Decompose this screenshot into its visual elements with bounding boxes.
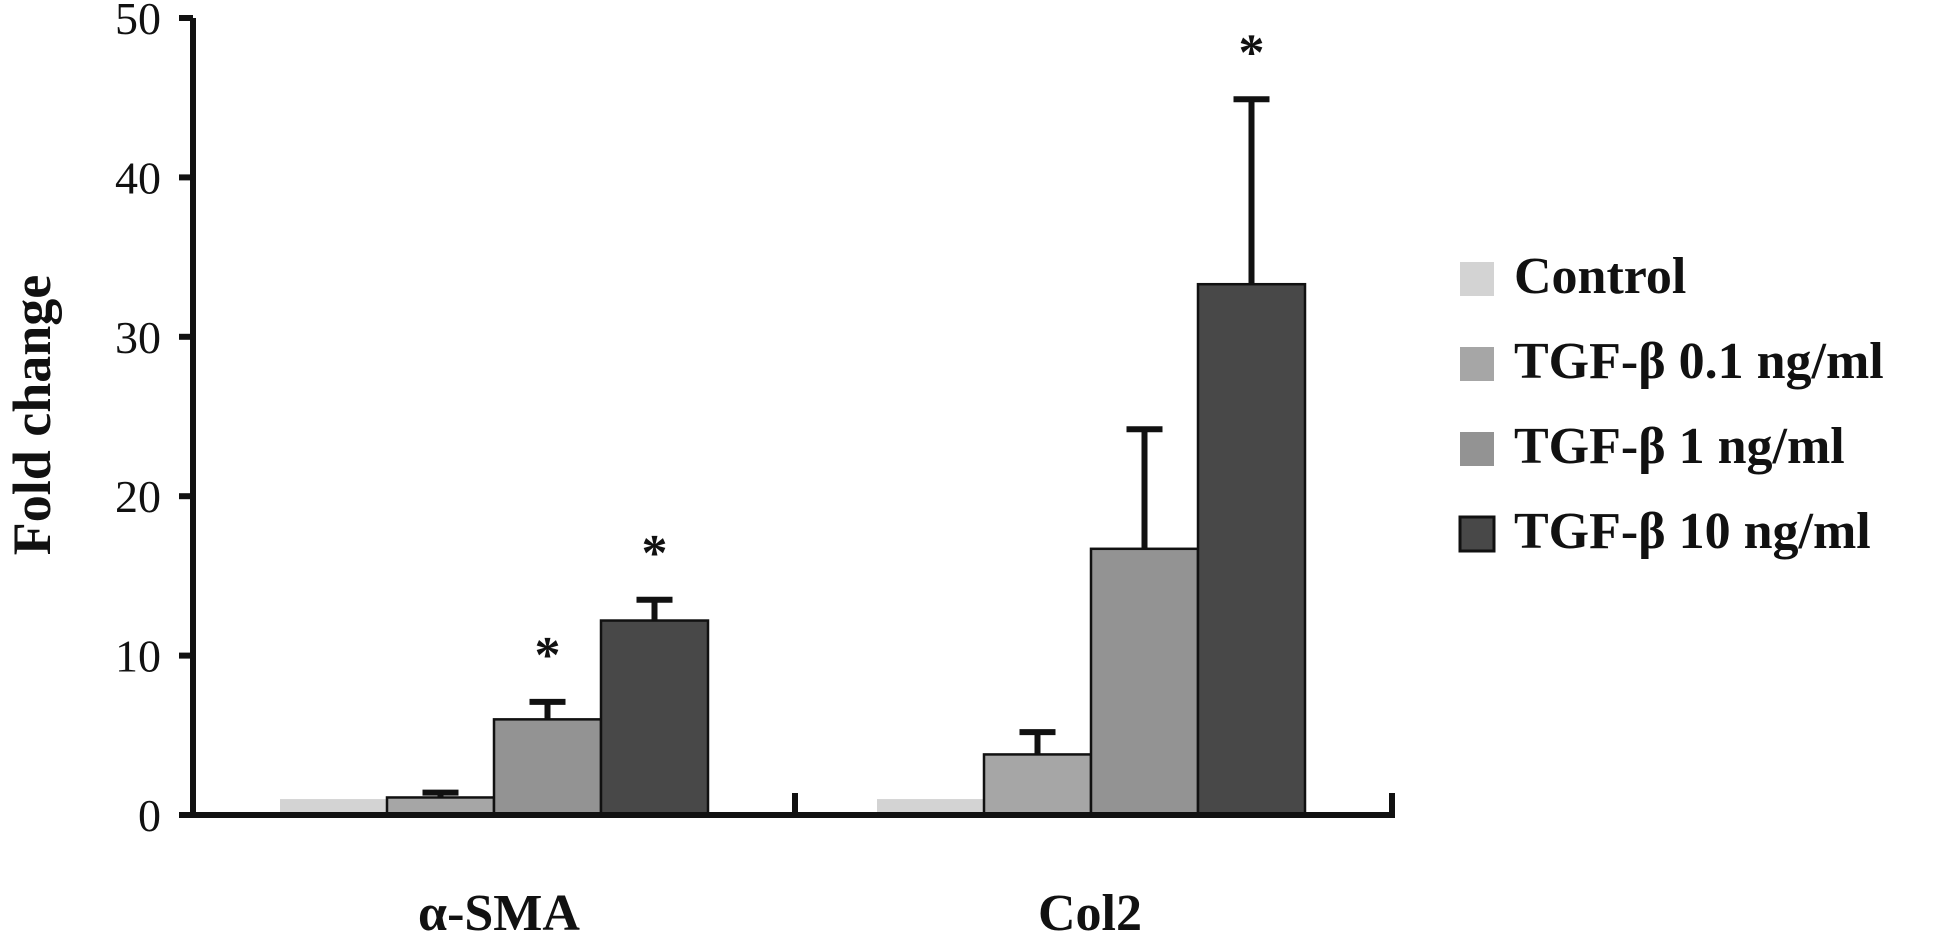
category-labels: α-SMA Col2 [418,885,1142,936]
y-axis-label: Fold change [2,275,62,556]
y-tick-label: 40 [115,152,161,203]
legend-label: Control [1514,248,1686,305]
bar [492,718,603,817]
y-tick-label: 10 [115,631,161,682]
y-tick-label: 30 [115,312,161,363]
error-bars-layer [422,96,1270,798]
y-tick-label: 20 [115,471,161,522]
x-category-label: Col2 [1038,885,1142,936]
y-tick-label: 0 [138,790,161,841]
legend-swatch [1460,262,1494,296]
significance-marker: * [642,525,668,582]
significance-marker: * [535,627,561,684]
bar [1089,547,1200,817]
bar [982,753,1093,817]
y-ticks: 0 10 20 30 40 50 [115,0,193,841]
bars-layer [280,282,1307,817]
legend-label: TGF-β 1 ng/ml [1514,418,1845,475]
legend-label: TGF-β 10 ng/ml [1514,503,1871,560]
x-category-label: α-SMA [418,885,580,936]
legend-swatch [1458,515,1496,553]
bar [280,799,387,815]
significance-marker: * [1239,24,1265,81]
legend-swatch [1460,432,1494,466]
y-tick-label: 50 [115,0,161,44]
bar [599,619,710,817]
legend-label: TGF-β 0.1 ng/ml [1514,333,1884,390]
axes [190,18,1395,818]
legend: Control TGF-β 0.1 ng/ml TGF-β 1 ng/ml TGF-β… [1458,248,1884,560]
labels: Fold change [2,275,62,556]
legend-swatch [1460,347,1494,381]
significance-markers: * * * [535,24,1265,684]
bar [1196,282,1307,817]
bar [877,799,984,815]
